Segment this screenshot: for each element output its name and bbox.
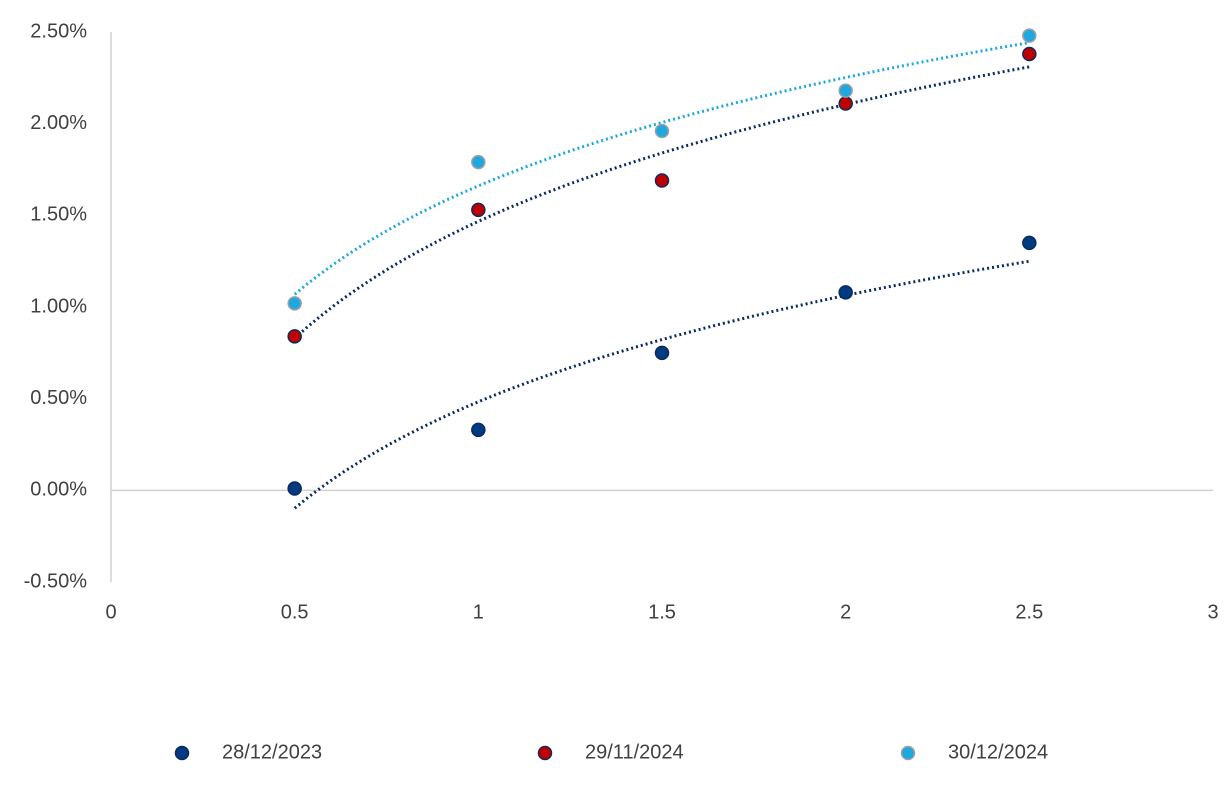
point [471,154,486,170]
point [471,202,486,218]
point [838,285,853,300]
trendline [293,259,1030,510]
point [287,329,302,344]
y-tick-label: 0.50% [30,387,87,409]
x-tick-label: 3 [1207,601,1218,623]
y-tick-label: 1.00% [30,295,87,317]
y-tick-label: 1.50% [30,204,87,226]
point [1022,46,1037,62]
y-tick-label: -0.50% [24,570,88,592]
point [471,422,486,438]
x-tick-label: 2 [840,601,851,623]
point [654,123,670,139]
x-tick-label: 0.5 [281,601,309,623]
point [838,83,853,98]
legend-marker [900,745,916,761]
x-tick-label: 1 [473,601,484,623]
point [287,296,302,311]
legend-label: 28/12/2023 [222,741,322,763]
legend-marker [537,745,553,761]
y-tick-label: 2.00% [30,112,87,134]
point [654,345,670,361]
legend-marker [174,745,190,761]
point [838,96,853,111]
legend-label: 30/12/2024 [948,741,1048,763]
point [287,481,302,496]
x-tick-label: 2.5 [1015,601,1043,623]
y-tick-label: 0.00% [30,479,87,501]
point [1022,28,1037,43]
trendline [293,41,1030,296]
x-tick-label: 0 [105,601,116,623]
trendline [293,65,1030,340]
point [1022,235,1037,251]
y-tick-label: 2.50% [30,20,87,42]
x-tick-label: 1.5 [648,601,676,623]
point [654,173,670,188]
legend-label: 29/11/2024 [585,741,684,763]
